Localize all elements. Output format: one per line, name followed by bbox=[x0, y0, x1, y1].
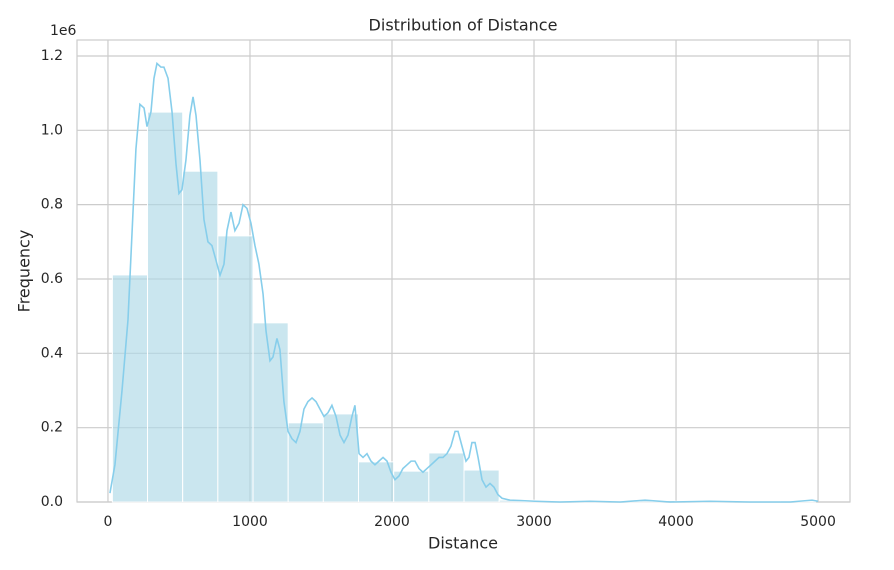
bar bbox=[217, 235, 254, 503]
bar bbox=[358, 461, 395, 503]
y-tick-label: 0.4 bbox=[41, 345, 63, 361]
x-tick-label: 5000 bbox=[800, 514, 836, 530]
y-tick-label: 1.2 bbox=[41, 48, 63, 64]
y-offset-label: 1e6 bbox=[50, 23, 77, 39]
bar bbox=[182, 170, 219, 503]
x-tick-label: 1000 bbox=[232, 514, 268, 530]
chart-title: Distribution of Distance bbox=[369, 16, 558, 35]
y-tick-label: 0.8 bbox=[41, 197, 63, 213]
x-tick-label: 2000 bbox=[374, 514, 410, 530]
kde-line bbox=[109, 61, 819, 503]
bar bbox=[111, 274, 149, 503]
x-axis-label: Distance bbox=[428, 534, 498, 553]
y-axis-label: Frequency bbox=[15, 230, 34, 313]
bar bbox=[428, 452, 465, 503]
y-tick-label: 0.6 bbox=[41, 271, 63, 287]
bar bbox=[322, 413, 360, 503]
bar bbox=[252, 322, 289, 503]
x-tick-label: 4000 bbox=[658, 514, 694, 530]
y-tick-label: 0.2 bbox=[41, 420, 63, 436]
x-tick-label: 3000 bbox=[516, 514, 552, 530]
bar bbox=[287, 422, 324, 503]
x-tick-label: 0 bbox=[103, 514, 112, 530]
y-tick-label: 1.0 bbox=[41, 122, 63, 138]
y-tick-label: 0.0 bbox=[41, 494, 63, 510]
